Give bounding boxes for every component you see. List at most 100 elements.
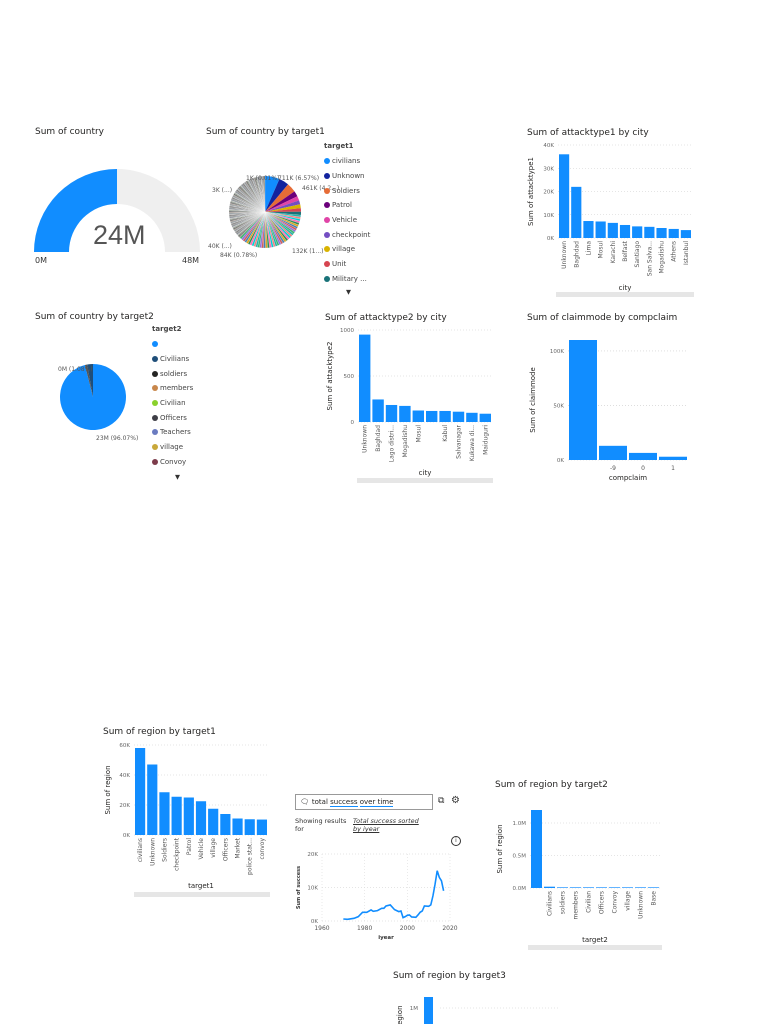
x-tick-label: Kabul <box>442 425 449 442</box>
scrollbar[interactable] <box>556 292 694 297</box>
bar <box>595 221 606 238</box>
legend-item[interactable]: civilians <box>324 154 370 169</box>
chart-title: Sum of attacktype1 by city <box>527 128 649 138</box>
legend-label: checkpoint <box>332 230 371 239</box>
legend-label: civilians <box>332 157 361 166</box>
bar <box>256 819 267 835</box>
bar <box>571 186 582 238</box>
info-icon[interactable]: i <box>451 836 461 846</box>
bar <box>452 411 465 422</box>
legend-item[interactable] <box>152 337 193 352</box>
legend-label: Civilians <box>160 355 190 364</box>
gauge-value: 24M <box>93 220 146 250</box>
legend-item[interactable]: checkpoint <box>324 227 370 242</box>
y-tick-label: 20K <box>119 803 130 809</box>
legend-dot <box>324 275 330 282</box>
pie-slice <box>264 175 266 213</box>
y-axis-label: Sum of success <box>296 866 302 909</box>
legend-item[interactable]: Unit <box>324 257 370 272</box>
x-tick-label: members <box>573 891 580 919</box>
legend-item[interactable]: Military ... <box>324 272 370 287</box>
legend-dot <box>152 385 158 392</box>
pie1-legend: target1 civilians Unknown Soldiers Patrol Veh… <box>324 142 370 286</box>
legend-dot <box>324 261 330 268</box>
legend-item[interactable]: members <box>152 381 193 396</box>
data-label: 3K (...) <box>212 187 232 194</box>
y-axis-label: Sum of region <box>396 1005 404 1024</box>
scrollbar[interactable] <box>528 945 662 950</box>
legend-label: village <box>332 245 356 254</box>
legend-dot <box>152 429 158 436</box>
x-tick-label: Convoy <box>612 891 619 914</box>
bar <box>659 456 687 460</box>
gear-icon[interactable]: ⚙ <box>451 795 460 806</box>
pie-slice <box>265 179 289 212</box>
legend-item[interactable]: village <box>324 242 370 257</box>
bar <box>557 887 568 888</box>
bar <box>583 221 594 238</box>
legend-dot <box>152 400 158 407</box>
y-axis-label: Sum of attacktype2 <box>326 342 334 411</box>
x-tick-label: Base <box>651 891 658 906</box>
qa-input[interactable]: 🗨 total success over time <box>295 794 433 810</box>
legend-label: Patrol <box>332 201 352 210</box>
pie2-title: Sum of country by target2 <box>35 312 154 322</box>
x-tick-label: Unknown <box>561 241 568 269</box>
legend-item[interactable]: Unknown <box>324 169 370 184</box>
x-tick-label: Maiduguri <box>482 425 489 455</box>
legend-label: Unknown <box>332 172 365 181</box>
x-tick-label: Mogadishu <box>402 425 409 458</box>
x-tick-label: Civilian <box>586 891 593 913</box>
legend-label: Officers <box>160 413 187 422</box>
legend-dot <box>324 231 330 238</box>
chart-title: Sum of region by target1 <box>103 727 216 737</box>
legend-item[interactable]: Patrol <box>324 198 370 213</box>
bar <box>622 887 633 888</box>
legend-item[interactable]: soldiers <box>152 366 193 381</box>
legend-scroll-down[interactable]: ▼ <box>346 288 351 296</box>
bar <box>531 810 542 888</box>
y-tick-label: 10K <box>307 886 318 892</box>
y-tick-label: 1M <box>410 1006 418 1012</box>
y-tick-label: 50K <box>553 403 564 409</box>
bar <box>195 801 207 835</box>
chart-title: Sum of region by target2 <box>495 780 608 790</box>
legend-label: soldiers <box>160 369 188 378</box>
x-tick-label: Baghdad <box>573 241 580 268</box>
scrollbar[interactable] <box>134 892 270 897</box>
bar <box>244 819 255 835</box>
bar <box>680 230 691 238</box>
legend-item[interactable]: Soldiers <box>324 183 370 198</box>
x-tick-label: Salvanagar <box>456 424 463 458</box>
scrollbar[interactable] <box>357 478 493 483</box>
legend-item[interactable]: Teachers <box>152 425 193 440</box>
convert-visual-icon[interactable]: ⧉ <box>438 796 445 806</box>
x-axis-label: city <box>419 469 432 477</box>
legend-scroll-down[interactable]: ▼ <box>175 473 180 481</box>
legend-item[interactable]: Civilian <box>152 396 193 411</box>
x-tick-label: Belfast <box>622 240 629 261</box>
x-tick-label: Patrol <box>186 838 193 855</box>
x-tick-label: Lima <box>585 241 592 256</box>
y-tick-label: 1.0M <box>513 821 527 827</box>
legend-item[interactable]: Vehicle <box>324 213 370 228</box>
pie-slice <box>60 364 127 430</box>
bar <box>372 399 384 422</box>
data-label: 0M (1.08%) <box>58 366 93 373</box>
gauge-fill <box>34 169 117 252</box>
data-label: 84K (0.78%) <box>220 252 257 259</box>
bar <box>439 410 451 422</box>
y-axis-label: Sum of attacktype1 <box>527 157 535 226</box>
legend-item[interactable]: Convoy <box>152 455 193 470</box>
legend-item[interactable]: village <box>152 440 193 455</box>
x-tick-label: civilians <box>137 838 144 862</box>
legend-item[interactable]: Officers <box>152 410 193 425</box>
qa-result-link[interactable]: Total success sorted by iyear <box>353 817 419 833</box>
y-tick-label: 20K <box>543 190 554 196</box>
x-tick-label: Soldiers <box>161 838 168 862</box>
showing-results: Showing results for <box>295 817 347 833</box>
legend-item[interactable]: Civilians <box>152 352 193 367</box>
